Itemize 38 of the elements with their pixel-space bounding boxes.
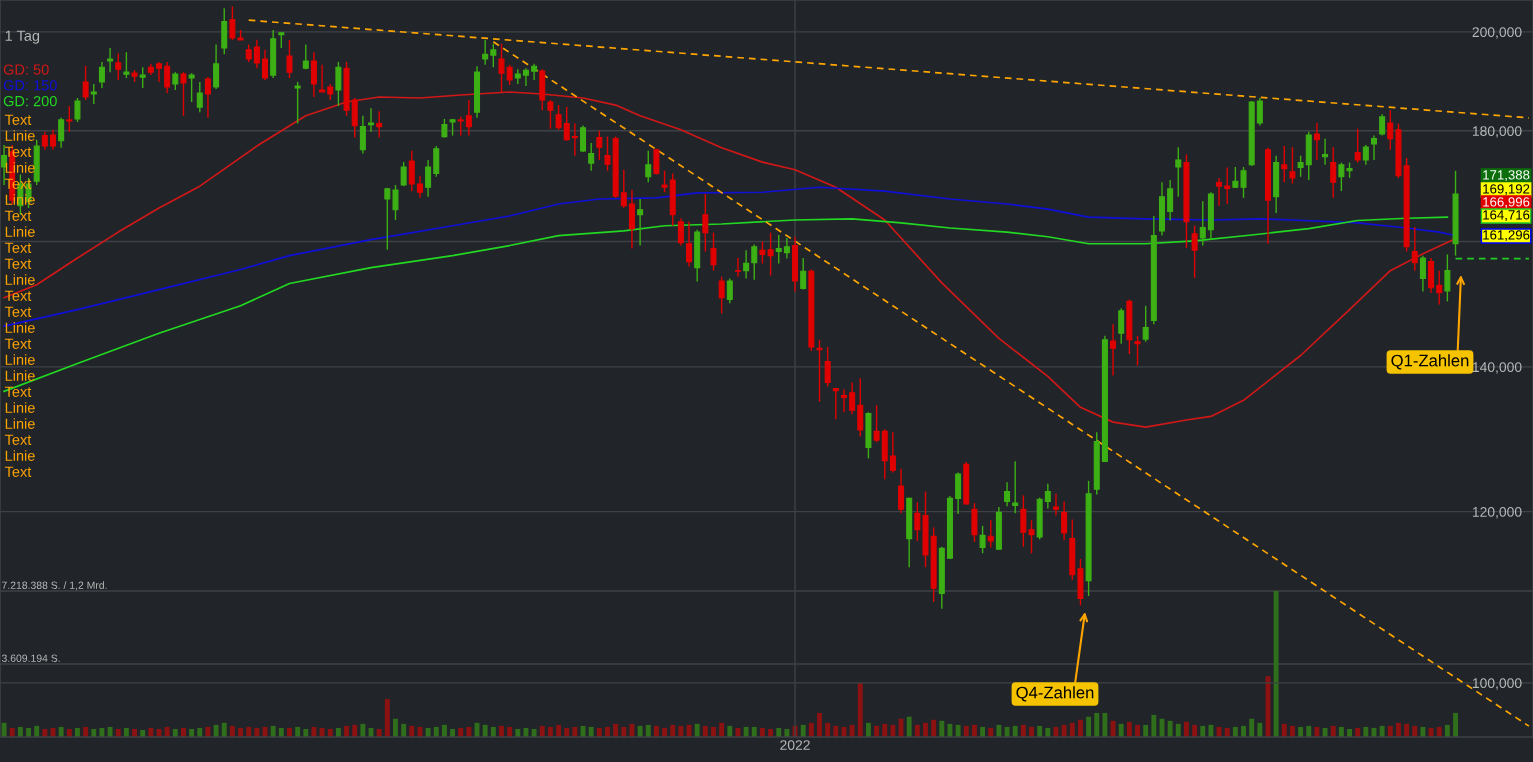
annotation: Text	[4, 466, 32, 477]
y-tick-label: 200,000	[1472, 27, 1522, 39]
text: GD: 150	[3, 80, 57, 91]
annotation: Linie	[5, 226, 35, 237]
text: 1 Tag	[5, 30, 40, 44]
annotation: Linie	[5, 370, 35, 381]
annotation: Linie	[5, 322, 35, 333]
annotation: Linie	[5, 274, 35, 285]
annotation: Linie	[5, 130, 35, 141]
ref-line-label: 7.218.388 S. / 1,2 Mrd.	[2, 581, 107, 591]
annotation: Linie	[5, 354, 35, 365]
y-tick-label: 100,000	[1472, 678, 1522, 690]
annotation: Text	[4, 386, 32, 397]
annotation: Text	[4, 242, 32, 253]
y-tick-label: 140,000	[1472, 362, 1522, 374]
ref-line-label: 3.609.194 S.	[1, 654, 60, 662]
annotation: 169,192	[1483, 184, 1530, 196]
annotation: 164,716	[1483, 210, 1530, 222]
annotation: Text	[4, 434, 32, 445]
y-tick-label: 180,000	[1472, 126, 1522, 138]
annotation: Text	[4, 258, 32, 269]
text: GD: 200	[3, 95, 57, 107]
annotation: Q1-Zahlen	[1391, 354, 1469, 370]
y-tick-label: 120,000	[1472, 506, 1522, 519]
x-tick-label: 2022	[780, 740, 810, 750]
annotation: Q4-Zahlen	[1016, 686, 1094, 702]
annotation: Linie	[5, 450, 35, 461]
annotation: Text	[4, 338, 32, 349]
annotation: Linie	[5, 402, 35, 413]
annotation: 166,996	[1483, 197, 1530, 209]
annotation: Text	[4, 290, 32, 301]
annotation: Text	[4, 114, 32, 125]
annotation: Text	[4, 210, 32, 221]
text: GD: 50	[3, 64, 49, 75]
annotation: 171,388	[1483, 170, 1530, 182]
annotation: 161,296	[1483, 230, 1530, 242]
annotation: Linie	[5, 418, 35, 429]
annotation: Text	[4, 306, 32, 317]
